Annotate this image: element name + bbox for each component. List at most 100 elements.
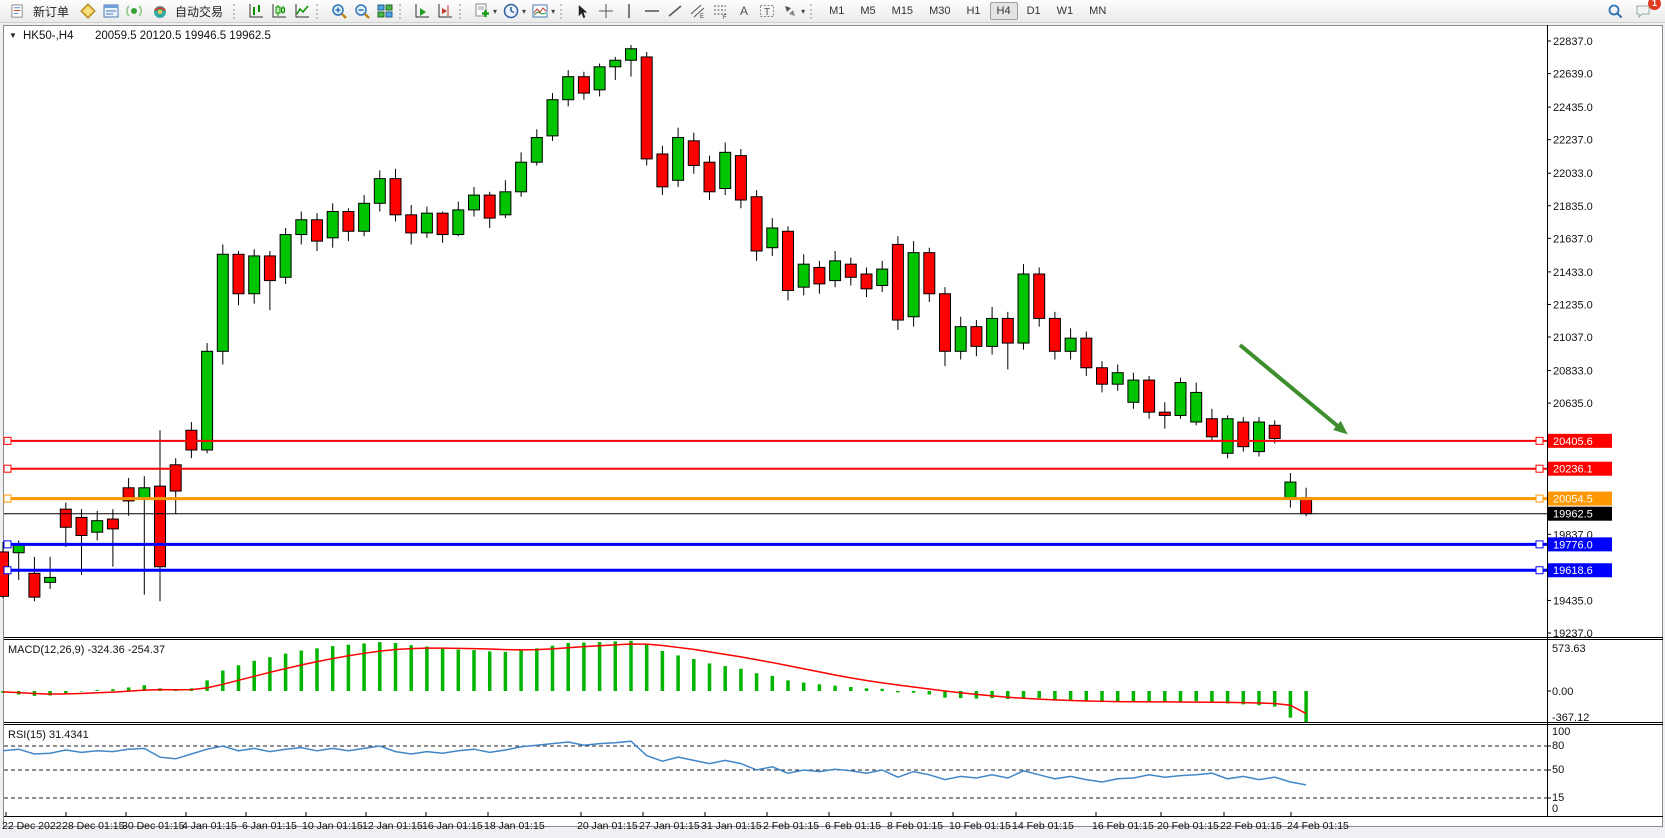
candle: [28, 556, 41, 602]
cursor-icon[interactable]: [571, 1, 594, 21]
navigator-icon[interactable]: [122, 1, 145, 21]
fibonacci-icon[interactable]: F: [709, 1, 732, 21]
text-icon[interactable]: A: [732, 1, 755, 21]
market-watch-icon[interactable]: [76, 1, 99, 21]
line-handle-right[interactable]: [1535, 436, 1544, 445]
line-handle-left[interactable]: [3, 494, 12, 503]
vertical-line-icon[interactable]: [617, 1, 640, 21]
candle-body-down: [106, 518, 119, 530]
line-handle-right[interactable]: [1535, 566, 1544, 575]
price-axis-tick-label: 22435.0: [1553, 102, 1593, 114]
candle: [169, 458, 182, 515]
main-toolbar: 新订单 自动交易: [0, 0, 1665, 23]
line-handle-left[interactable]: [3, 436, 12, 445]
indicators-icon[interactable]: [470, 1, 493, 21]
price-line-label-box: [1548, 506, 1612, 521]
timeframe-m1[interactable]: M1: [829, 5, 845, 17]
candle: [782, 226, 794, 301]
candle: [59, 502, 72, 547]
line-handle-right[interactable]: [1535, 494, 1544, 503]
arrows-icon[interactable]: [778, 1, 801, 21]
candle-body-down: [750, 196, 763, 252]
price-line-label: 19618.6: [1553, 565, 1593, 577]
candle-body-down: [436, 212, 449, 236]
templates-dropdown-caret[interactable]: ▾: [551, 6, 556, 16]
candle: [358, 195, 371, 237]
candle-body-up: [530, 137, 543, 163]
line-handle-right[interactable]: [1535, 540, 1544, 549]
price-axis-tick-label: 22237.0: [1553, 135, 1593, 147]
candle-body-up: [452, 209, 465, 236]
timeframe-h1[interactable]: H1: [966, 5, 981, 17]
candle-body-down: [311, 219, 323, 242]
timeframe-h4[interactable]: H4: [989, 2, 1018, 20]
new-order-button[interactable]: 新订单: [3, 1, 76, 21]
bar-chart-icon[interactable]: [244, 1, 267, 21]
candle-body-up: [91, 520, 104, 533]
chart-dropdown-icon[interactable]: ▼: [9, 31, 17, 40]
candle-body-up: [954, 326, 967, 352]
candlestick-chart-icon[interactable]: [267, 1, 290, 21]
price-line-label-box: [1548, 563, 1612, 578]
timeframe-m15[interactable]: M15: [891, 5, 914, 17]
timeframe-m30[interactable]: M30: [929, 5, 951, 17]
candle: [734, 149, 747, 209]
candle-body-up: [1017, 273, 1030, 344]
timeframe-m5[interactable]: M5: [860, 5, 876, 17]
candle: [986, 306, 999, 355]
candle-body-up: [829, 260, 842, 282]
candle: [1127, 372, 1140, 409]
candle: [907, 241, 920, 327]
candle: [311, 213, 323, 251]
search-icon[interactable]: [1603, 1, 1626, 21]
timeframe-w1[interactable]: W1: [1056, 5, 1074, 17]
chart-title-ohlc: 20059.5 20120.5 19946.5 19962.5: [95, 30, 271, 42]
candle-body-up: [1221, 418, 1234, 454]
line-chart-icon[interactable]: [290, 1, 313, 21]
timeframe-mn[interactable]: MN: [1089, 5, 1107, 17]
candle: [468, 186, 480, 217]
indicators-dropdown-caret[interactable]: ▾: [493, 6, 498, 16]
rsi-scale-15: 15: [1552, 792, 1564, 804]
data-window-icon[interactable]: [99, 1, 122, 21]
text-label-icon[interactable]: T: [755, 1, 778, 21]
candle-body-down: [154, 485, 166, 568]
candle-body-down: [122, 487, 135, 502]
horizontal-line-icon[interactable]: [640, 1, 663, 21]
macd-indicator-label: MACD(12,26,9) -324.36 -254.37: [8, 644, 165, 656]
price-axis-tick-label: 19435.0: [1553, 595, 1593, 607]
candle-body-up: [546, 99, 559, 137]
equidistant-channel-icon[interactable]: E: [686, 1, 709, 21]
line-handle-left[interactable]: [3, 464, 12, 473]
trendline-icon[interactable]: [663, 1, 686, 21]
chart-shift-icon[interactable]: [433, 1, 456, 21]
candle: [1174, 377, 1187, 419]
zoom-in-icon[interactable]: [327, 1, 350, 21]
zoom-out-icon[interactable]: [350, 1, 373, 21]
price-axis-tick-label: 22837.0: [1553, 36, 1593, 48]
candle: [389, 168, 402, 222]
candle: [44, 556, 57, 589]
timeframe-d1[interactable]: D1: [1026, 5, 1041, 17]
candle: [1111, 364, 1124, 391]
chat-icon[interactable]: 1: [1632, 0, 1661, 21]
autotrading-button[interactable]: 自动交易: [145, 1, 230, 21]
candle-body-up: [986, 317, 999, 347]
crosshair-icon[interactable]: [594, 1, 617, 21]
time-axis-label: 10 Jan 01:15: [302, 820, 363, 832]
time-axis-label: 20 Feb 01:15: [1157, 820, 1219, 832]
line-handle-left[interactable]: [3, 540, 12, 549]
candle-body-up: [609, 59, 622, 68]
trend-arrow-annotation[interactable]: [1238, 343, 1342, 430]
tile-windows-icon[interactable]: [373, 1, 396, 21]
templates-icon[interactable]: [528, 1, 551, 21]
periods-dropdown-caret[interactable]: ▾: [522, 6, 527, 16]
price-axis-tick-label: 22639.0: [1553, 69, 1593, 81]
line-handle-left[interactable]: [3, 566, 12, 575]
arrows-dropdown-caret[interactable]: ▾: [801, 6, 806, 16]
auto-scroll-icon[interactable]: [410, 1, 433, 21]
line-handle-right[interactable]: [1535, 464, 1544, 473]
periods-icon[interactable]: [499, 1, 522, 21]
